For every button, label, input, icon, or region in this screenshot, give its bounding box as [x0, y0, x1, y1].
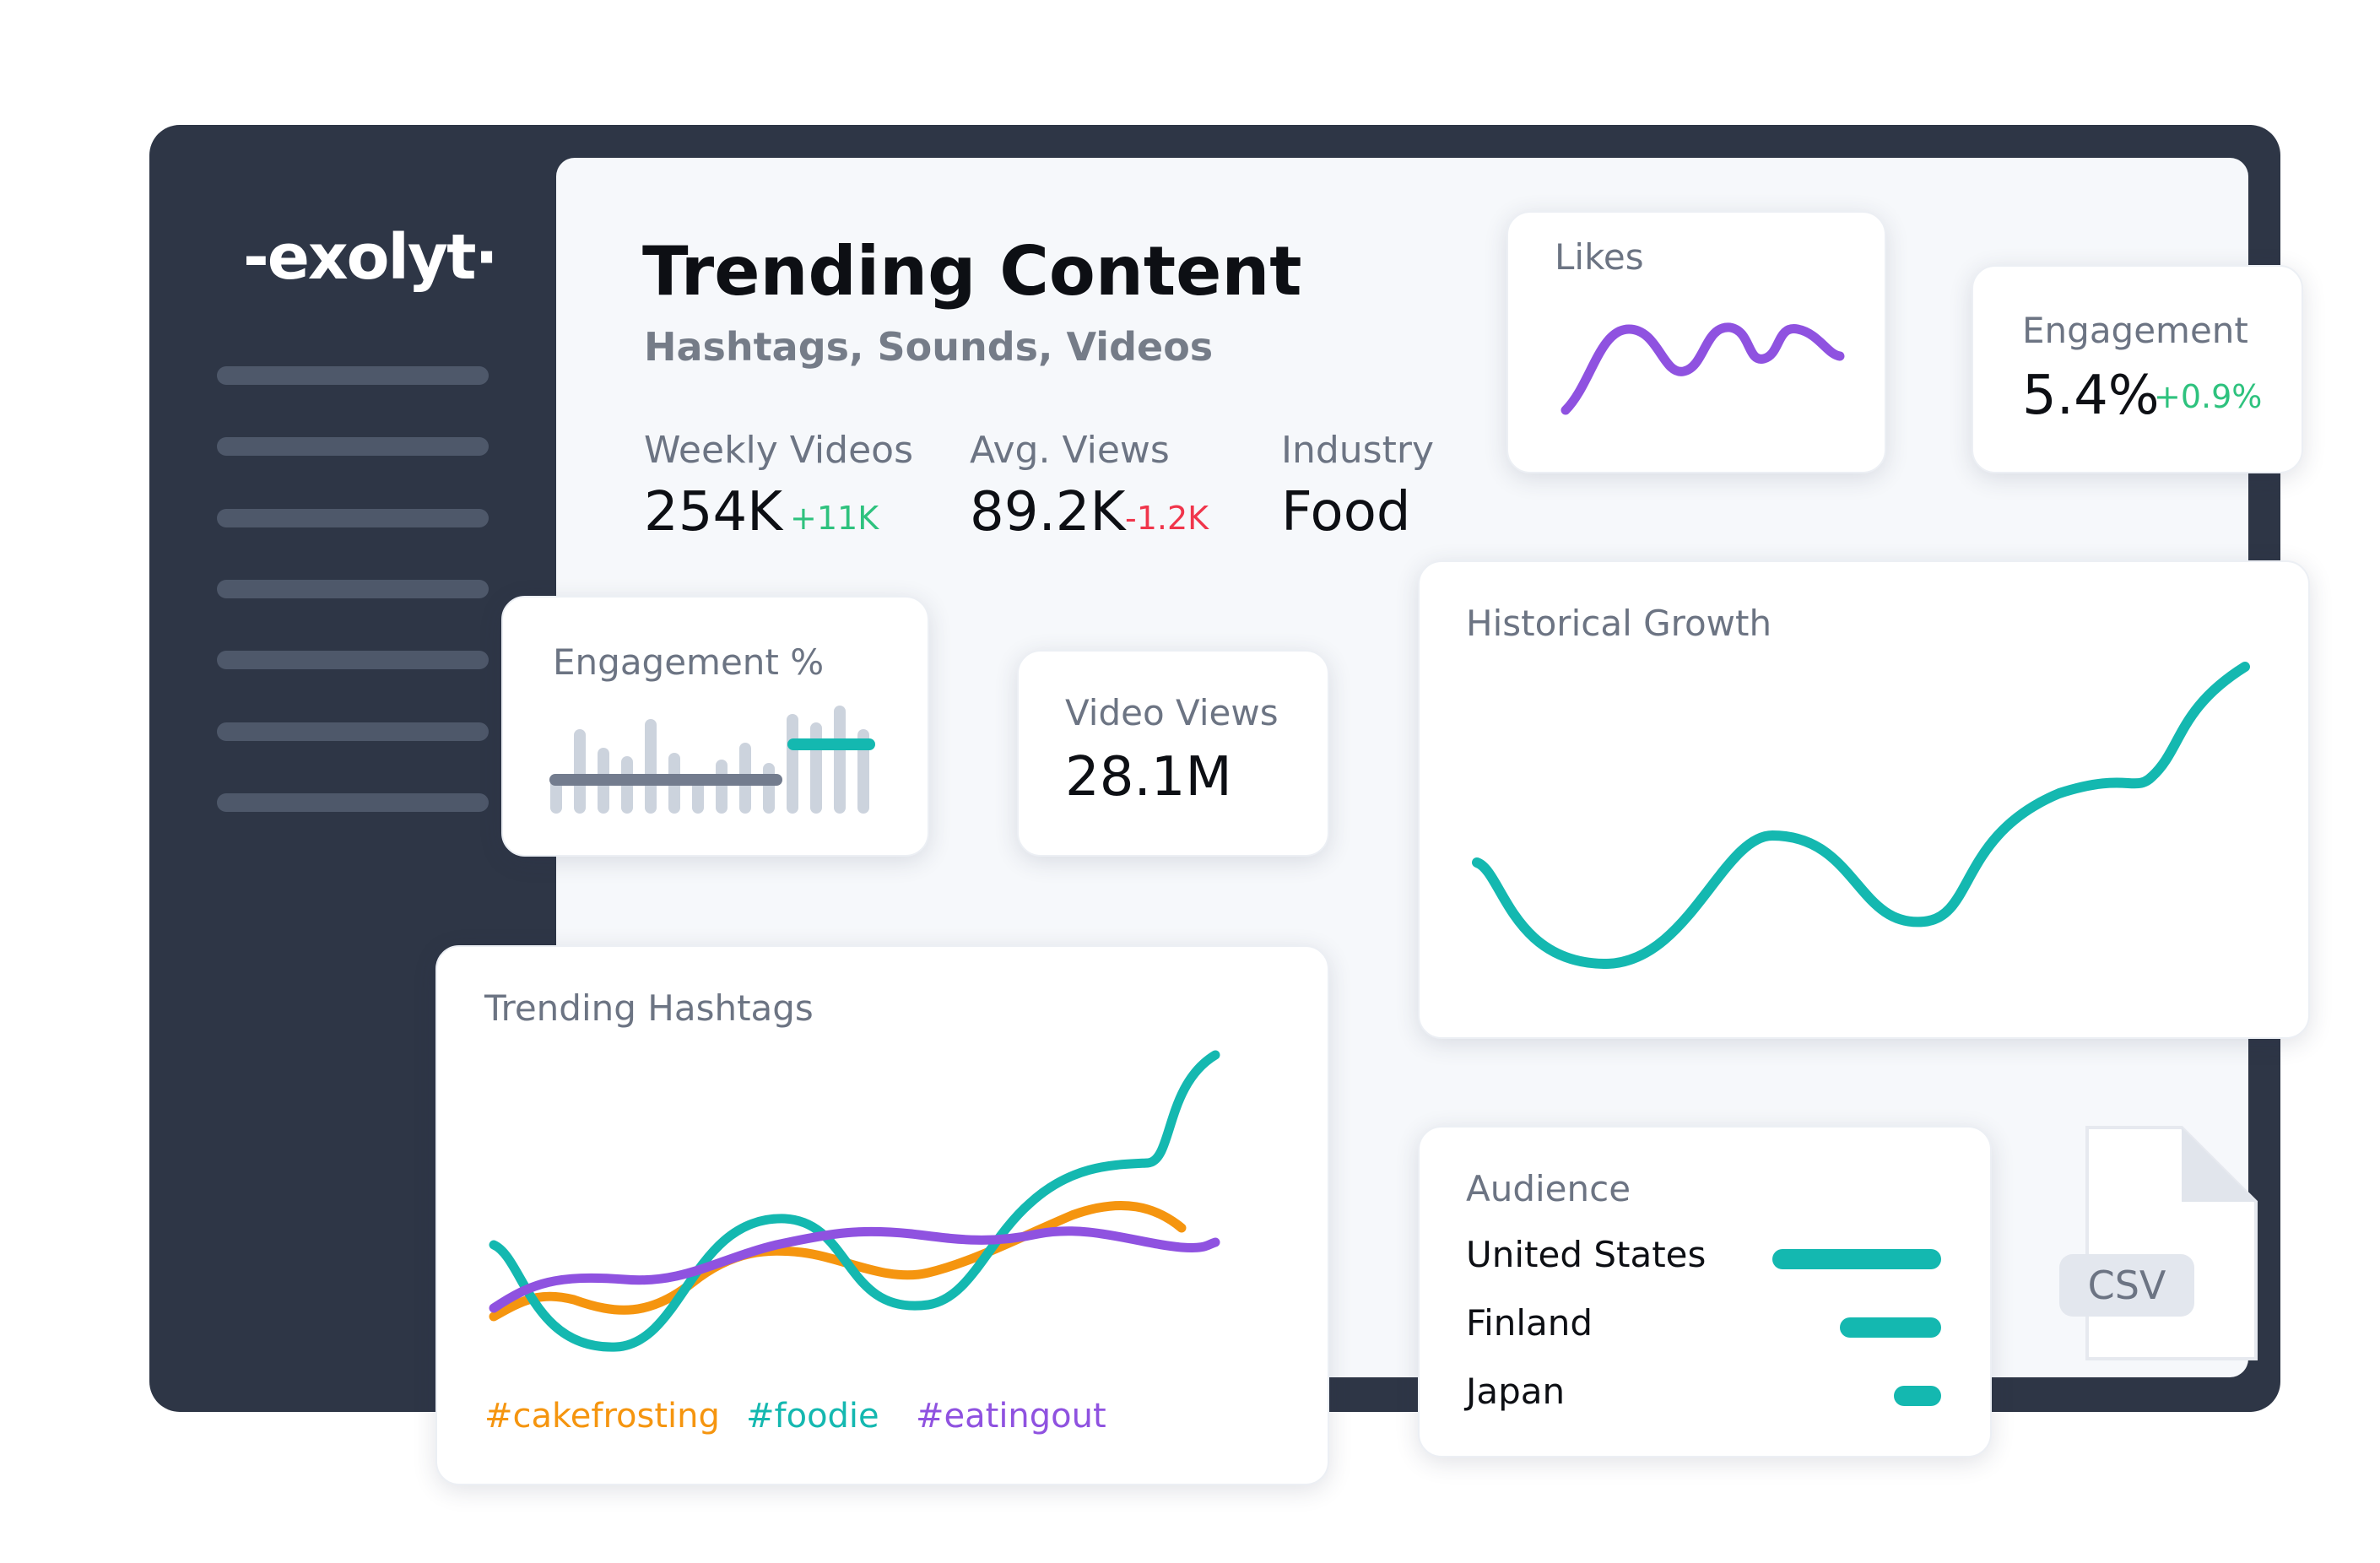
legend-eatingout[interactable]: #eatingout [916, 1397, 1106, 1436]
audience-country-label: Japan [1466, 1371, 1566, 1412]
sidebar-item-placeholder[interactable] [217, 509, 489, 527]
engagement-delta: +0.9% [2154, 378, 2263, 415]
historical-growth-line [1472, 662, 2250, 970]
video-views-card[interactable] [1017, 650, 1329, 857]
page-subtitle: Hashtags, Sounds, Videos [644, 324, 1214, 370]
trending-hashtags-chart [489, 1050, 1220, 1352]
sidebar-item-placeholder[interactable] [217, 580, 489, 598]
stat-delta-avg-views: -1.2K [1125, 500, 1209, 537]
exolyt-logo: -exolyt· [243, 221, 499, 294]
engagement-percent-card[interactable] [501, 596, 929, 857]
audience-country-label: United States [1466, 1234, 1707, 1275]
sidebar-item-placeholder[interactable] [217, 437, 489, 456]
stat-delta-weekly-videos: +11K [790, 500, 879, 537]
video-views-label: Video Views [1065, 692, 1279, 733]
csv-file-icon[interactable] [2080, 1122, 2262, 1367]
sidebar-item-placeholder[interactable] [217, 793, 489, 812]
video-views-value: 28.1M [1065, 746, 1232, 809]
audience-share-bar [1772, 1249, 1941, 1269]
legend-cakefrosting[interactable]: #cakefrosting [484, 1397, 720, 1436]
stat-label-avg-views: Avg. Views [970, 429, 1170, 472]
likes-label: Likes [1555, 236, 1644, 278]
engagement-label: Engagement [2022, 310, 2248, 351]
audience-share-bar [1894, 1386, 1941, 1406]
stat-value-avg-views: 89.2K [970, 481, 1126, 544]
engagement-card[interactable] [1972, 265, 2303, 473]
stat-label-industry: Industry [1281, 429, 1434, 472]
likes-sparkline [1561, 322, 1845, 415]
audience-country-label: Finland [1466, 1302, 1593, 1344]
csv-label[interactable]: CSV [2059, 1254, 2194, 1317]
stat-value-weekly-videos: 254K [644, 481, 783, 544]
sidebar-item-placeholder[interactable] [217, 722, 489, 741]
engagement-bar-chart [549, 706, 875, 814]
sidebar-item-placeholder[interactable] [217, 651, 489, 669]
legend-foodie[interactable]: #foodie [746, 1397, 879, 1436]
engagement-value: 5.4% [2022, 365, 2160, 427]
stat-label-weekly-videos: Weekly Videos [644, 429, 913, 472]
historical-growth-label: Historical Growth [1466, 603, 1772, 644]
engagement-percent-label: Engagement % [553, 641, 825, 683]
trending-hashtags-card[interactable] [435, 945, 1329, 1485]
stat-value-industry: Food [1281, 481, 1411, 544]
sidebar-item-placeholder[interactable] [217, 366, 489, 385]
audience-share-bar [1840, 1317, 1941, 1338]
audience-label: Audience [1466, 1168, 1631, 1209]
page-title: Trending Content [642, 232, 1302, 311]
trending-hashtags-label: Trending Hashtags [484, 987, 814, 1029]
